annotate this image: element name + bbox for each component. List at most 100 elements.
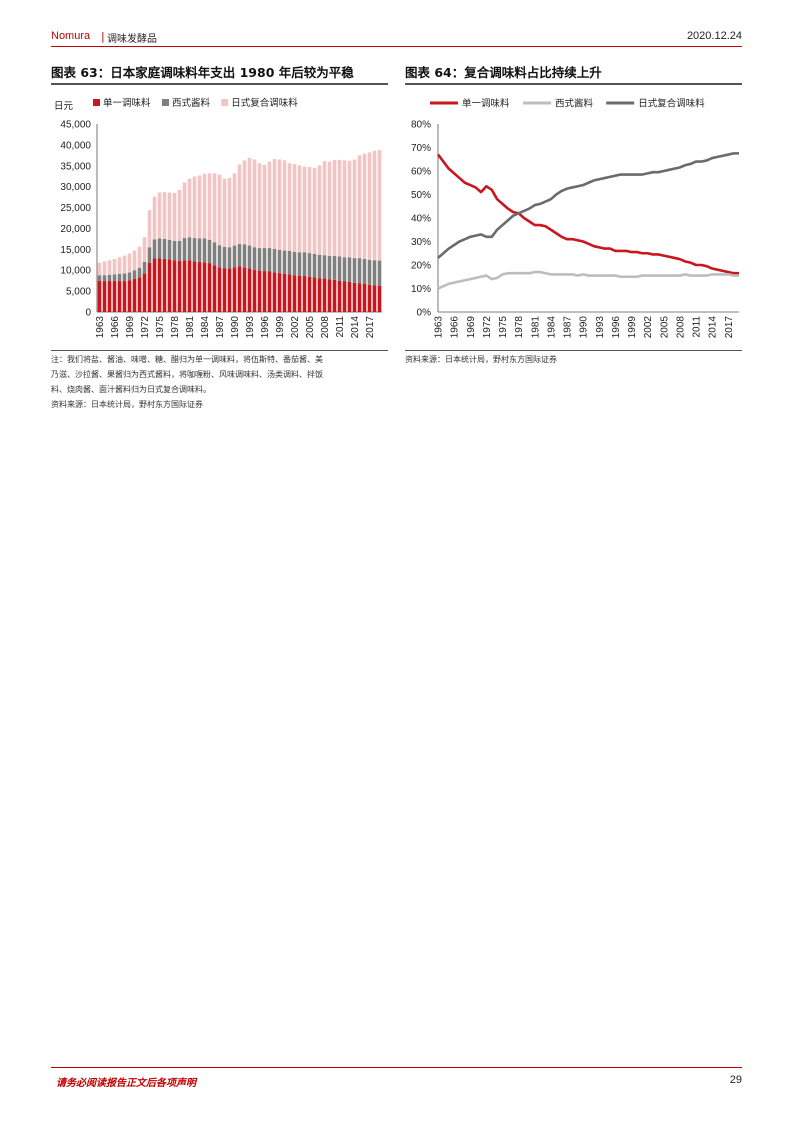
figure-64-title: 图表 64：复合调味料占比持续上升: [405, 65, 602, 80]
y-tick-label: 35,000: [60, 161, 91, 172]
x-tick-label: 1975: [155, 316, 166, 339]
bar-segment: [252, 159, 257, 248]
y-tick-label: 20%: [411, 261, 431, 272]
bar-segment: [307, 167, 312, 254]
bar-segment: [232, 267, 237, 312]
bar-segment: [257, 163, 262, 249]
bar-segment: [327, 256, 332, 280]
bar-segment: [187, 178, 192, 238]
x-tick-label: 1993: [245, 316, 256, 339]
bar-segment: [112, 274, 117, 282]
y-tick-label: 50%: [411, 190, 431, 201]
figure-63-note-line-2: 乃滋、沙拉酱、果酱归为西式酱料，将咖喱粉、风味调味料、汤类调料、拌饭: [51, 370, 323, 379]
bar-segment: [332, 279, 337, 312]
figure-64-chart: 单一调味料 西式酱料 日式复合调味料 0% 10% 20% 30% 40% 50% 60% 70% 8…: [411, 98, 739, 339]
bar-segment: [147, 210, 152, 248]
bar-segment: [162, 238, 167, 259]
bar-segment: [97, 275, 102, 281]
bar-segment: [142, 273, 147, 312]
bar-segment: [217, 174, 222, 246]
bar-segment: [222, 178, 227, 247]
bar-segment: [347, 160, 352, 258]
bar-segment: [267, 248, 272, 272]
bar-segment: [162, 258, 167, 312]
y-tick-label: 15,000: [60, 245, 91, 256]
x-tick-label: 2002: [290, 316, 301, 339]
bar-segment: [167, 239, 172, 260]
y-tick-label: 45,000: [60, 120, 91, 131]
bar-segment: [287, 251, 292, 275]
bar-segment: [147, 247, 152, 263]
bar-segment: [352, 159, 357, 259]
bar-segment: [172, 260, 177, 312]
legend-label: 单一调味料: [462, 98, 510, 110]
bar-segment: [152, 239, 157, 259]
legend-label: 单一调味料: [103, 97, 151, 109]
report-date: 2020.12.24: [686, 30, 742, 42]
bar-segment: [322, 161, 327, 256]
bar-segment: [157, 238, 162, 259]
bar-segment: [207, 263, 212, 312]
bar-segment: [302, 166, 307, 253]
bar-segment: [317, 278, 322, 312]
page-header: Nomura | 调味发酵品 2020.12.24: [51, 27, 742, 47]
x-tick-label: 1996: [611, 316, 622, 339]
bar-segment: [377, 260, 382, 286]
bar-segment: [152, 196, 157, 240]
bar-segment: [372, 260, 377, 286]
x-tick-label: 2002: [643, 316, 654, 339]
x-tick-label: 1972: [140, 316, 151, 339]
bar-segment: [362, 153, 367, 259]
bar-segment: [97, 262, 102, 276]
x-tick-label: 1969: [125, 316, 136, 339]
x-tick-label: 2008: [320, 316, 331, 339]
bar-segment: [232, 245, 237, 268]
bar-segment: [262, 164, 267, 249]
legend-swatch: [93, 99, 100, 106]
bar-segment: [312, 253, 317, 278]
bar-segment: [322, 255, 327, 279]
bar-segment: [107, 274, 112, 282]
series-line: [437, 152, 739, 259]
footer-disclaimer: 请务必阅读报告正文后各项声明: [56, 1078, 196, 1089]
legend-label: 日式复合调味料: [638, 98, 705, 110]
bar-segment: [287, 274, 292, 312]
bar-segment: [217, 267, 222, 312]
figure-63-note-line-3: 料、烧肉酱、面汁酱料归为日式复合调味料。: [51, 385, 211, 394]
bar-segment: [117, 273, 122, 282]
bar-segment: [112, 281, 117, 312]
bar-segment: [202, 238, 207, 263]
bar-segment: [107, 260, 112, 275]
bar-segment: [152, 258, 157, 312]
x-tick-label: 2017: [724, 316, 735, 339]
bar-segment: [317, 165, 322, 255]
bar-segment: [252, 247, 257, 270]
bar-segment: [277, 273, 282, 312]
bar-segment: [302, 252, 307, 277]
x-tick-label: 1990: [230, 316, 241, 339]
bar-segment: [252, 269, 257, 312]
bar-segment: [297, 252, 302, 276]
bar-segment: [237, 164, 242, 244]
x-tick-label: 1966: [110, 316, 121, 339]
bar-segment: [347, 281, 352, 312]
bar-segment: [177, 190, 182, 241]
bar-segment: [137, 267, 142, 278]
bar-segment: [317, 254, 322, 279]
bar-segment: [202, 173, 207, 239]
bar-segment: [197, 261, 202, 312]
bar-segment: [207, 239, 212, 264]
bar-segment: [282, 273, 287, 312]
bar-segment: [247, 268, 252, 312]
bar-segment: [307, 276, 312, 312]
x-tick-label: 1993: [595, 316, 606, 339]
header-separator: |: [101, 30, 105, 43]
figure-63-title-rule: [51, 83, 388, 85]
bar-segment: [102, 261, 107, 276]
bar-segment: [257, 248, 262, 271]
bar-segment: [262, 271, 267, 312]
bar-segment: [367, 284, 372, 312]
bar-segment: [357, 155, 362, 259]
x-tick-label: 1978: [514, 316, 525, 339]
x-tick-label: 1987: [563, 316, 574, 339]
